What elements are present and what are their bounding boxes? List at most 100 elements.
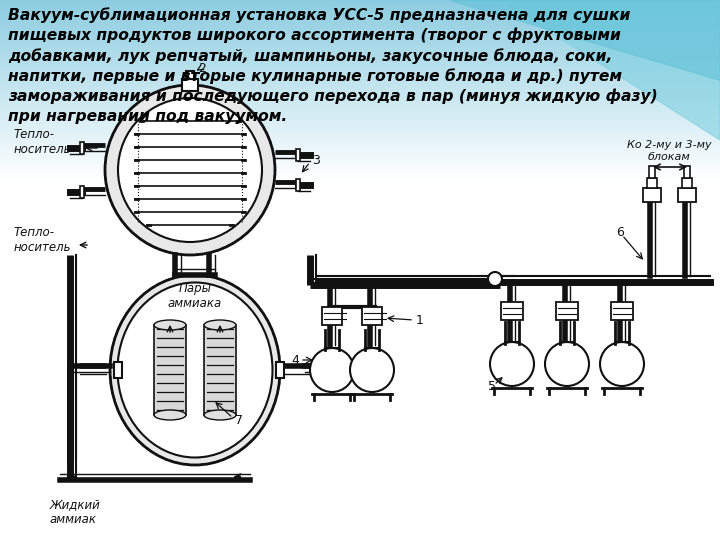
- Bar: [0, 94, 720, 95]
- Bar: [0, 28, 720, 29]
- Bar: [0, 96, 720, 97]
- Bar: [0, 144, 720, 145]
- Bar: [204, 325, 236, 415]
- Bar: [0, 117, 720, 118]
- Bar: [0, 0, 720, 1]
- Bar: [556, 302, 578, 320]
- Bar: [0, 51, 720, 52]
- Bar: [0, 157, 720, 158]
- Bar: [0, 168, 720, 169]
- Bar: [0, 12, 720, 13]
- Bar: [0, 147, 720, 148]
- Bar: [0, 173, 720, 174]
- Bar: [0, 178, 720, 179]
- Bar: [0, 145, 720, 146]
- Bar: [362, 307, 382, 325]
- Bar: [276, 362, 284, 378]
- Bar: [0, 126, 720, 127]
- Bar: [0, 68, 720, 69]
- Bar: [0, 91, 720, 92]
- Bar: [0, 89, 720, 90]
- Text: Тепло-
носитель: Тепло- носитель: [14, 128, 71, 156]
- Bar: [0, 9, 720, 10]
- Bar: [0, 161, 720, 162]
- Bar: [0, 20, 720, 21]
- Bar: [0, 56, 720, 57]
- Bar: [0, 57, 720, 58]
- Bar: [0, 155, 720, 156]
- Bar: [0, 116, 720, 117]
- Bar: [0, 58, 720, 59]
- Bar: [0, 84, 720, 85]
- Bar: [154, 325, 186, 415]
- Bar: [0, 162, 720, 163]
- Circle shape: [310, 348, 354, 392]
- Bar: [643, 188, 661, 202]
- Bar: [0, 95, 720, 96]
- Text: 4: 4: [291, 354, 299, 367]
- Bar: [611, 302, 633, 320]
- Bar: [0, 21, 720, 22]
- Bar: [0, 176, 720, 177]
- Bar: [0, 83, 720, 84]
- Bar: [0, 104, 720, 105]
- Circle shape: [350, 348, 394, 392]
- Bar: [0, 22, 720, 23]
- Bar: [0, 59, 720, 60]
- Bar: [0, 106, 720, 107]
- Bar: [0, 156, 720, 157]
- Bar: [0, 105, 720, 106]
- Bar: [0, 8, 720, 9]
- Bar: [0, 15, 720, 16]
- Bar: [0, 172, 720, 173]
- Bar: [0, 110, 720, 111]
- Text: 2: 2: [198, 62, 206, 75]
- Bar: [0, 93, 720, 94]
- Text: 1: 1: [416, 314, 424, 327]
- Bar: [647, 178, 657, 188]
- Bar: [678, 188, 696, 202]
- Bar: [0, 142, 720, 143]
- Polygon shape: [450, 0, 720, 80]
- Bar: [0, 45, 720, 46]
- Bar: [0, 66, 720, 67]
- Polygon shape: [330, 0, 720, 140]
- Bar: [0, 124, 720, 125]
- Bar: [0, 163, 720, 164]
- Bar: [0, 151, 720, 152]
- Circle shape: [105, 85, 275, 255]
- Bar: [0, 75, 720, 76]
- Bar: [0, 25, 720, 26]
- Bar: [0, 50, 720, 51]
- Bar: [0, 30, 720, 31]
- Bar: [0, 79, 720, 80]
- Bar: [80, 142, 84, 154]
- Bar: [682, 178, 692, 188]
- Bar: [0, 135, 720, 136]
- Bar: [0, 82, 720, 83]
- Ellipse shape: [117, 282, 272, 457]
- Bar: [0, 81, 720, 82]
- Text: Тепло-
носитель: Тепло- носитель: [14, 226, 71, 254]
- Bar: [0, 114, 720, 115]
- Bar: [0, 154, 720, 155]
- Bar: [0, 120, 720, 121]
- Bar: [0, 130, 720, 131]
- Bar: [0, 137, 720, 138]
- Bar: [0, 177, 720, 178]
- Bar: [0, 179, 720, 180]
- Ellipse shape: [110, 275, 280, 465]
- Bar: [0, 64, 720, 65]
- Bar: [0, 165, 720, 166]
- Bar: [0, 113, 720, 114]
- Text: Жидкий
аммиак: Жидкий аммиак: [50, 498, 101, 526]
- Bar: [0, 63, 720, 64]
- Bar: [0, 41, 720, 42]
- Bar: [0, 100, 720, 101]
- Bar: [0, 31, 720, 32]
- Bar: [0, 42, 720, 43]
- Circle shape: [118, 98, 262, 242]
- Bar: [296, 149, 300, 161]
- Bar: [0, 128, 720, 129]
- Bar: [0, 102, 720, 103]
